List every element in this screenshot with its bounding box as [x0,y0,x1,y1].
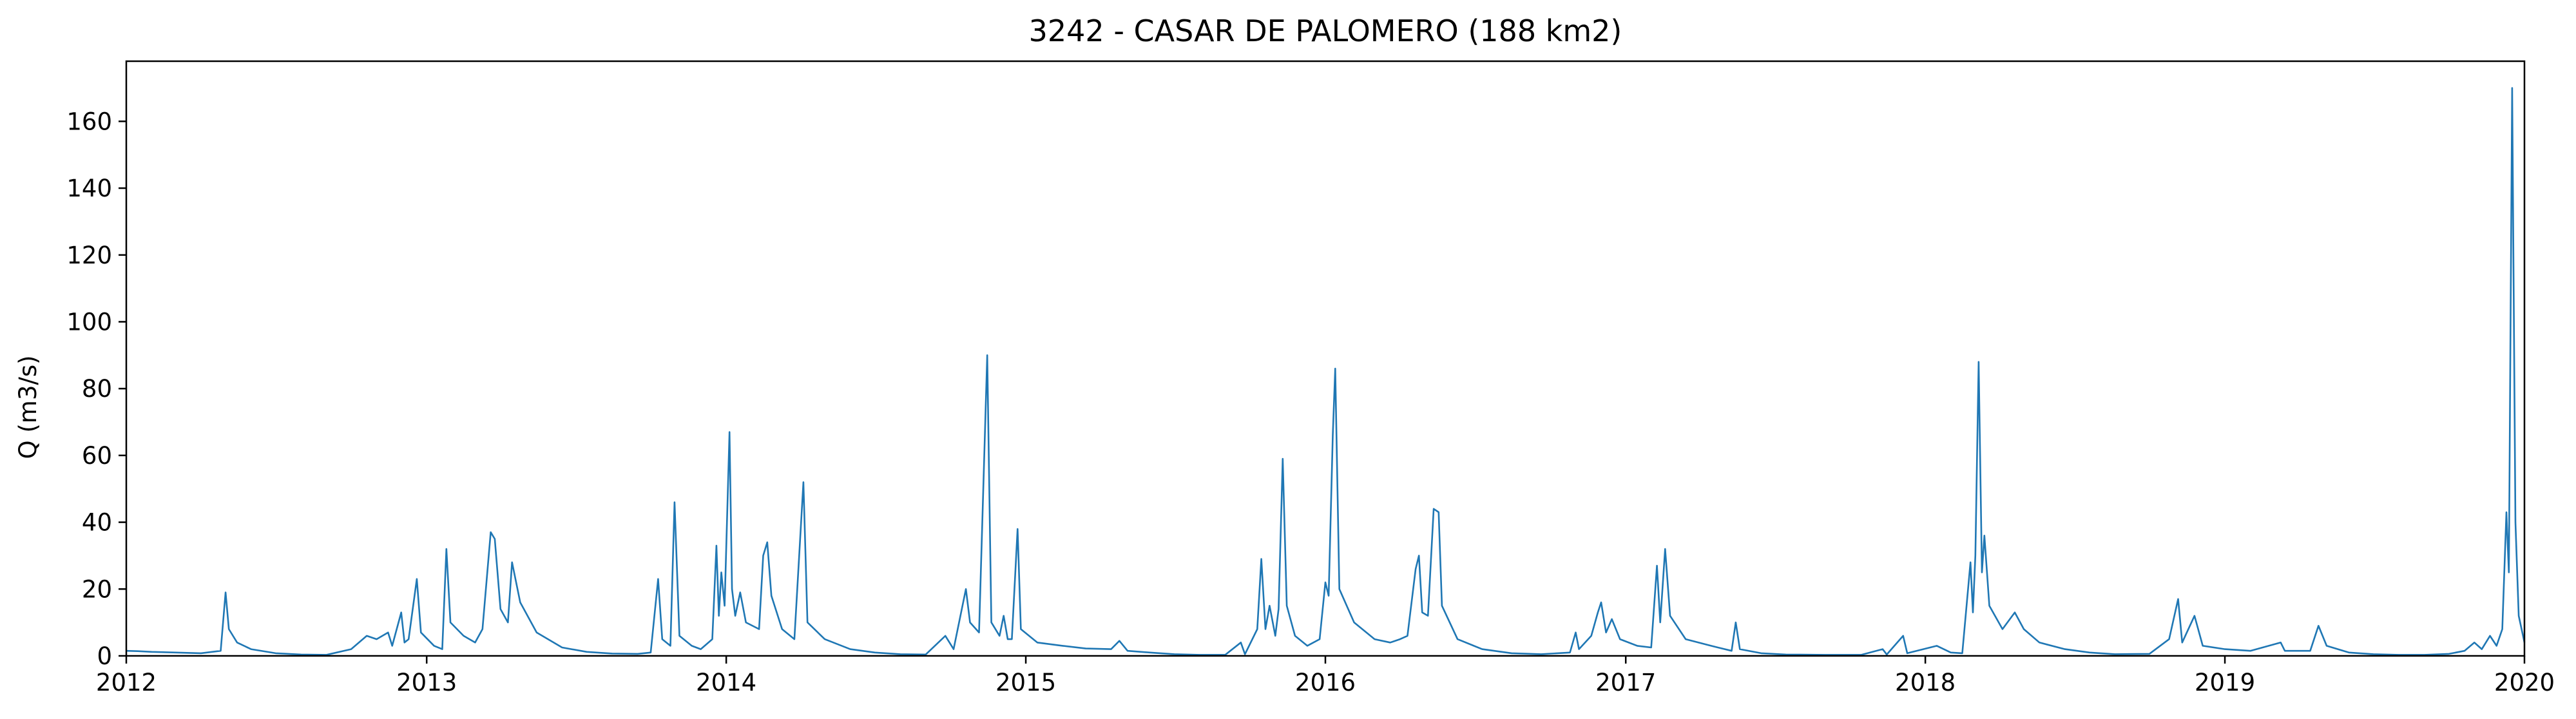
x-tick-label: 2018 [1895,669,1956,696]
x-axis-ticks: 2012 2013 2014 2015 2016 2017 2018 2019 2020 [96,656,2555,696]
y-tick-label: 160 [66,108,112,135]
discharge-series-line [126,87,2526,656]
y-tick-label: 60 [82,442,112,470]
x-tick-label: 2015 [995,669,1056,696]
plot-area [126,87,2526,656]
y-axis-ticks: 0 20 40 60 80 100 120 140 160 [66,108,126,670]
y-axis-label: Q (m3/s) [14,355,42,459]
x-tick-label: 2013 [396,669,457,696]
x-tick-label: 2016 [1295,669,1356,696]
x-tick-label: 2017 [1595,669,1656,696]
x-tick-label: 2012 [96,669,157,696]
chart-title: 3242 - CASAR DE PALOMERO (188 km2) [1029,14,1622,48]
y-tick-label: 0 [97,642,112,670]
x-tick-label: 2020 [2494,669,2555,696]
x-tick-label: 2014 [696,669,756,696]
y-tick-label: 80 [82,375,112,403]
y-tick-label: 140 [66,175,112,202]
x-tick-label: 2019 [2195,669,2255,696]
y-tick-label: 40 [82,509,112,537]
y-tick-label: 20 [82,575,112,603]
y-tick-label: 100 [66,308,112,336]
plot-frame [125,60,2526,657]
y-tick-label: 120 [66,242,112,269]
